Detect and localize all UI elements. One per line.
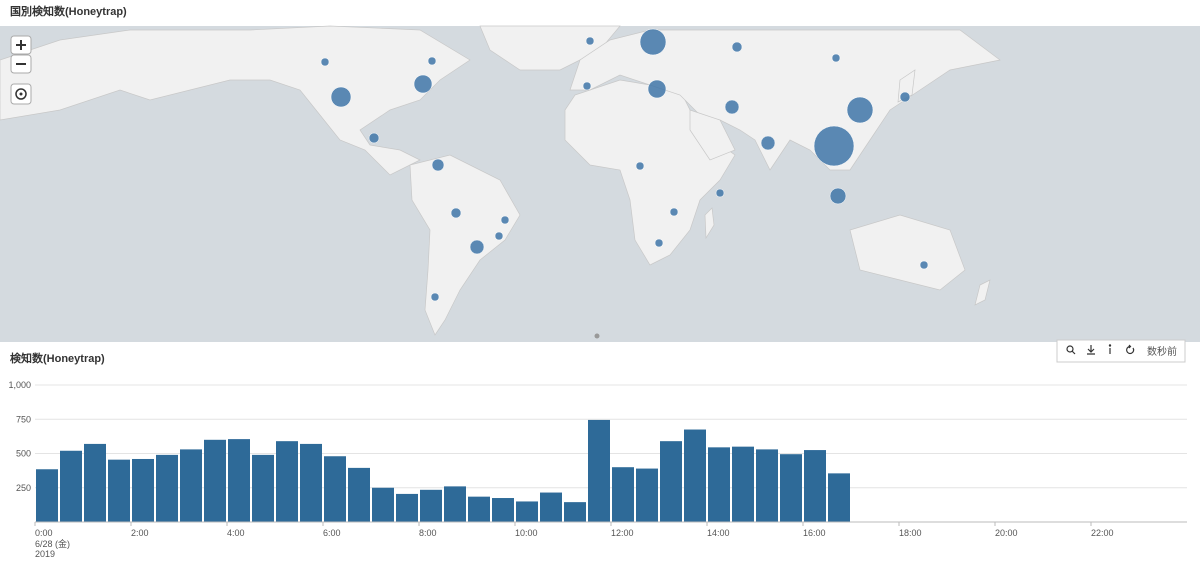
bar — [732, 446, 754, 522]
bar — [420, 489, 442, 522]
bar — [132, 458, 154, 522]
x-tick-label: 0:00 — [35, 528, 53, 538]
bar — [276, 441, 298, 522]
bar — [36, 469, 58, 522]
bar — [828, 473, 850, 522]
resize-handle[interactable] — [594, 333, 600, 339]
bar — [636, 468, 658, 522]
bar — [540, 492, 562, 522]
info-icon[interactable] — [1108, 344, 1112, 354]
x-tick-label: 10:00 — [515, 528, 538, 538]
map-bubbles — [320, 28, 929, 302]
refresh-icon[interactable] — [1126, 344, 1135, 355]
locate[interactable] — [10, 83, 32, 105]
x-start-label: 6/28 (金) — [35, 538, 70, 549]
y-tick-label: 250 — [16, 483, 31, 493]
bar — [564, 502, 586, 522]
bar — [804, 450, 826, 522]
bar — [588, 419, 610, 522]
bar — [756, 449, 778, 522]
bar — [684, 429, 706, 522]
land — [0, 25, 1001, 336]
x-tick-label: 14:00 — [707, 528, 730, 538]
bar — [60, 450, 82, 522]
bar — [516, 501, 538, 522]
download-icon[interactable] — [1087, 345, 1095, 355]
refresh-label[interactable]: 数秒前 — [1147, 345, 1177, 358]
x-tick-label: 12:00 — [611, 528, 634, 538]
histogram: 250 500 750 1,000 0:00 2:00 4:00 6:00 8:00 10:00 1… — [8, 380, 1187, 559]
bar — [372, 487, 394, 522]
x-tick-label: 20:00 — [995, 528, 1018, 538]
search-icon[interactable] — [1066, 345, 1076, 355]
bar — [180, 449, 202, 522]
toolbar-box — [1056, 339, 1186, 363]
x-tick-label: 22:00 — [1091, 528, 1114, 538]
bar — [348, 467, 370, 522]
bar — [252, 454, 274, 522]
y-tick-label: 500 — [16, 449, 31, 459]
x-tick-label: 6:00 — [323, 528, 341, 538]
bar — [780, 454, 802, 522]
zoom-out[interactable] — [10, 54, 32, 74]
bar — [660, 441, 682, 522]
x-tick-label: 16:00 — [803, 528, 826, 538]
x-start-label: 2019 — [35, 549, 55, 559]
x-tick-label: 2:00 — [131, 528, 149, 538]
bar — [84, 443, 106, 522]
bar — [396, 493, 418, 522]
bar — [468, 496, 490, 522]
bar — [492, 498, 514, 522]
map-title: 国別検知数(Honeytrap) — [10, 4, 127, 18]
bar — [300, 443, 322, 522]
bar — [444, 486, 466, 522]
bar — [708, 447, 730, 522]
chart-title: 検知数(Honeytrap) — [10, 351, 105, 365]
map[interactable] — [0, 25, 1200, 342]
y-tick-label: 750 — [16, 414, 31, 424]
bar — [612, 467, 634, 522]
x-tick-label: 8:00 — [419, 528, 437, 538]
x-tick-label: 4:00 — [227, 528, 245, 538]
bar — [228, 439, 250, 522]
bar — [108, 459, 130, 522]
y-tick-label: 1,000 — [8, 380, 31, 390]
bar — [324, 456, 346, 522]
x-tick-label: 18:00 — [899, 528, 922, 538]
toolbar: 数秒前 — [1056, 339, 1186, 363]
bar — [204, 439, 226, 522]
zoom-in[interactable] — [10, 35, 32, 55]
bar — [156, 454, 178, 522]
